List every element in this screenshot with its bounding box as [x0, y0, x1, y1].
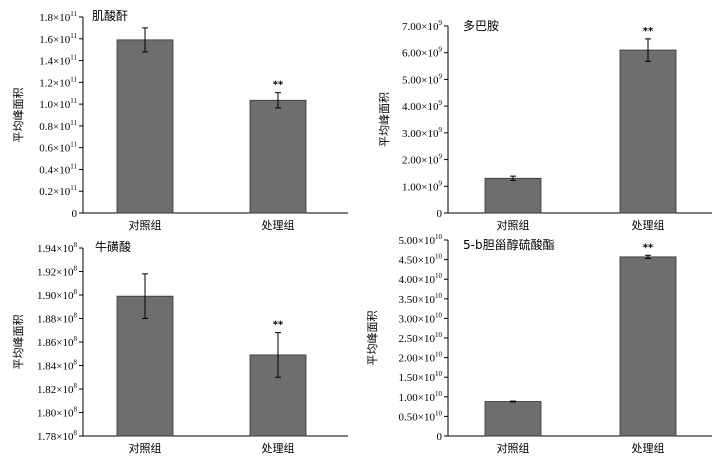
- x-tick-label: 处理组: [262, 218, 295, 232]
- y-axis-label: 平均峰面积: [378, 92, 391, 147]
- y-tick-label: 3.00×1010: [399, 311, 443, 325]
- y-tick-label: 1.00×109: [402, 179, 442, 193]
- bar: [116, 39, 174, 214]
- y-tick-label: 0: [437, 431, 443, 443]
- y-tick-label: 1.84×108: [37, 359, 77, 373]
- y-tick-label: 5.00×1010: [399, 233, 443, 247]
- y-tick-label: 1.4×1011: [39, 54, 77, 68]
- y-tick-label: 2.50×1010: [399, 331, 443, 345]
- chart-title: 多巴胺: [463, 19, 499, 33]
- y-tick-label: 0.6×1011: [39, 141, 77, 155]
- y-tick-label: 0.4×1011: [39, 162, 77, 176]
- y-tick-label: 1.0×1011: [39, 97, 77, 111]
- y-tick-label: 2.00×109: [402, 153, 442, 167]
- bar: [484, 401, 542, 437]
- significance-mark: **: [273, 320, 284, 331]
- x-tick-label: 处理组: [632, 441, 665, 455]
- y-tick-label: 6.00×109: [402, 46, 442, 60]
- y-tick-label: 1.78×108: [37, 429, 77, 443]
- chart-title: 牛磺酸: [95, 239, 131, 254]
- y-axis-label: 平均峰面积: [366, 311, 379, 366]
- y-tick-label: 1.94×108: [37, 241, 77, 255]
- y-tick-label: 2.00×1010: [399, 351, 443, 365]
- y-tick-label: 7.00×109: [402, 19, 442, 33]
- x-tick-label: 处理组: [632, 218, 665, 232]
- y-tick-label: 1.2×1011: [39, 75, 77, 89]
- x-tick-label: 对照组: [129, 218, 162, 232]
- y-tick-label: 1.86×108: [37, 335, 77, 349]
- bar: [116, 295, 174, 437]
- significance-mark: **: [643, 242, 654, 253]
- y-tick-label: 0: [437, 208, 443, 220]
- y-tick-label: 3.00×109: [402, 126, 442, 140]
- y-tick-label: 4.00×1010: [399, 272, 443, 286]
- y-tick-label: 1.00×1010: [399, 390, 443, 404]
- y-tick-label: 4.00×109: [402, 99, 442, 113]
- y-tick-label: 1.82×108: [37, 382, 77, 396]
- y-axis-label: 平均峰面积: [12, 315, 25, 370]
- y-axis-label: 平均峰面积: [12, 88, 25, 143]
- bar: [249, 99, 307, 214]
- bar: [619, 256, 677, 437]
- y-tick-label: 3.50×1010: [399, 292, 443, 306]
- y-tick-label: 1.50×1010: [399, 370, 443, 384]
- y-tick-label: 1.6×1011: [39, 32, 77, 46]
- y-tick-label: 4.50×1010: [399, 253, 443, 267]
- y-tick-label: 1.88×108: [37, 312, 77, 326]
- x-tick-label: 处理组: [262, 441, 295, 455]
- significance-mark: **: [643, 26, 654, 37]
- y-tick-label: 0.8×1011: [39, 119, 77, 133]
- x-tick-label: 对照组: [497, 441, 530, 455]
- y-tick-label: 0: [72, 208, 78, 220]
- x-tick-label: 对照组: [129, 441, 162, 455]
- x-tick-label: 对照组: [497, 218, 530, 232]
- significance-mark: **: [273, 80, 284, 91]
- y-tick-label: 1.92×108: [37, 265, 77, 279]
- y-tick-label: 1.8×1011: [39, 10, 77, 24]
- bar: [484, 177, 542, 214]
- y-tick-label: 0.2×1011: [39, 184, 77, 198]
- bar: [619, 49, 677, 214]
- chart-title: 肌酸酐: [92, 8, 128, 23]
- y-tick-label: 1.80×108: [37, 406, 77, 420]
- y-tick-label: 0.50×1010: [399, 409, 443, 423]
- chart-title: 5-b胆甾醇硫酸酯: [463, 237, 555, 252]
- y-tick-label: 1.90×108: [37, 288, 77, 302]
- y-tick-label: 5.00×109: [402, 72, 442, 86]
